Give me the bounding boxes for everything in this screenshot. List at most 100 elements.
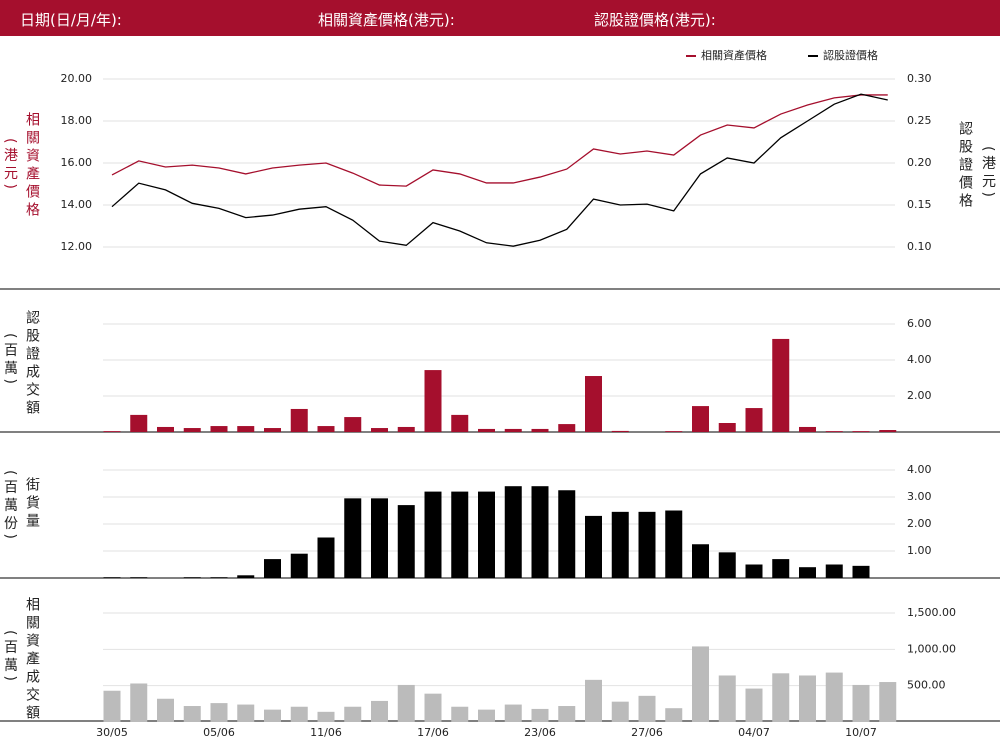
bar [665,510,683,578]
bar [397,505,415,578]
y-axis-title: 認股證成交額 [24,310,40,418]
y-tick-label: 0.25 [907,114,932,127]
bar [772,559,790,578]
y-axis-unit: (百萬份) [2,470,18,543]
header-bar: 日期(日/月/年): 相關資產價格(港元): 認股證價格(港元): [0,0,1000,36]
bar [130,577,148,578]
y-tick-label: 1,000.00 [907,642,956,655]
bar [692,544,709,578]
bar [424,370,442,432]
bar [237,575,255,578]
bar [290,408,308,432]
bar [103,690,121,722]
bar [397,684,415,722]
bar [879,682,897,722]
bar [478,709,495,722]
y-tick-label: 16.00 [61,156,93,169]
y2-axis-title: 認股證價格 [957,121,973,211]
y-tick-label: 4.00 [907,353,932,366]
bar [424,491,442,578]
y-tick-label: 12.00 [61,240,93,253]
bar [130,414,148,432]
bar [852,565,870,578]
y-tick-label: 2.00 [907,517,932,530]
y-tick-label: 0.30 [907,72,932,85]
y-tick-label: 6.00 [907,317,932,330]
bar [478,428,495,432]
y-tick-label: 0.20 [907,156,932,169]
y-tick-label: 20.00 [61,72,93,85]
bar [718,675,736,722]
bar [745,564,763,578]
legend-label: 認股證價格 [823,48,878,62]
bar [424,693,442,722]
y-tick-label: 500.00 [907,679,946,692]
bar [638,511,656,578]
line-series [111,94,888,187]
bar [718,552,736,578]
bar [130,683,148,722]
bar [210,703,228,722]
bar [558,424,576,432]
bar [665,431,683,432]
bar [290,706,308,722]
bar [825,672,843,722]
bar [879,430,897,432]
y-axis-unit: (百萬) [2,630,18,685]
bar [290,553,308,578]
bar [157,698,174,722]
bar [799,426,816,432]
y-tick-label: 14.00 [61,198,93,211]
x-tick-label: 05/06 [203,726,235,739]
y-tick-label: 4.00 [907,463,932,476]
bar [371,700,388,722]
legend-label: 相關資產價格 [701,48,767,62]
y-axis-unit: (港元) [2,138,18,193]
bar [397,426,415,432]
bar [718,423,736,432]
line-series [111,93,888,247]
bar [451,414,469,432]
bar [237,426,255,432]
bar [585,679,602,722]
bar [772,673,790,722]
x-tick-label: 27/06 [631,726,663,739]
bar [264,428,281,432]
y-tick-label: 1,500.00 [907,606,956,619]
bar [344,417,362,432]
bar [317,537,335,578]
y-tick-label: 2.00 [907,389,932,402]
bar [504,704,522,722]
bar [772,338,790,432]
y-axis-title: 街貨量 [24,477,40,531]
y-axis-unit: (百萬) [2,333,18,388]
bar [103,431,121,432]
bar [585,515,602,578]
date-label: 日期(日/月/年): [20,11,122,29]
bar [451,491,469,578]
bar [665,708,683,722]
bar [237,704,255,722]
x-tick-label: 30/05 [96,726,128,739]
bar [745,688,763,722]
bar [531,428,549,432]
y-tick-label: 3.00 [907,490,932,503]
y2-axis-unit: (港元) [980,146,996,201]
x-tick-label: 17/06 [417,726,449,739]
bar [504,428,522,432]
bar [504,486,522,578]
bar [852,684,870,722]
bar [692,406,709,432]
bar [371,498,388,578]
y-tick-label: 0.10 [907,240,932,253]
bar [264,559,281,578]
bar [852,431,870,432]
bar [558,706,576,722]
bar [317,711,335,722]
bar [183,706,201,722]
bar [799,567,816,578]
bar [531,486,549,578]
bar [531,708,549,722]
